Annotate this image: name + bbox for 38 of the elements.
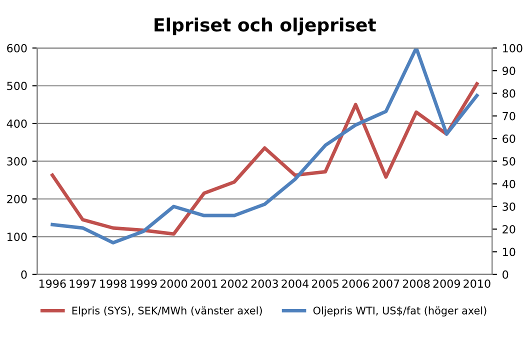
y2-tick-label: 70 (502, 112, 516, 120)
y-tick-label: 400 (6, 119, 27, 128)
y2-tick-label: 60 (502, 134, 516, 143)
legend-label: Oljepris WTI, US$/fat (höger axel) (313, 306, 486, 316)
y-tick-label: 600 (7, 44, 27, 52)
x-tick-label: 2009 (433, 279, 460, 288)
x-tick-label: 2005 (312, 279, 338, 288)
x-tick-label: 2001 (190, 279, 218, 288)
y2-tick-label: 20 (502, 225, 516, 234)
line-series (50, 82, 479, 236)
y-tick-label: 0 (21, 270, 27, 279)
x-tick-label: 1996 (39, 279, 66, 288)
y-tick-label: 500 (7, 82, 27, 90)
y2-tick-label: 80 (502, 89, 516, 98)
x-tick-label: 1997 (70, 279, 96, 288)
x-tick-label: 2008 (402, 279, 430, 288)
line-series (50, 48, 479, 244)
y-tick-label: 200 (7, 194, 27, 204)
x-tick-label: 2004 (282, 279, 309, 288)
y2-tick-label: 30 (502, 202, 516, 211)
x-tick-label: 2006 (342, 279, 370, 288)
chart-title: Elpriset och oljepriset (154, 18, 376, 36)
x-tick-label: 2007 (372, 279, 400, 288)
x-tick-label: 1999 (130, 279, 157, 288)
x-tick-label: 2010 (464, 279, 490, 288)
y2-tick-label: 90 (502, 66, 516, 76)
y2-tick-label: 0 (502, 270, 508, 279)
x-tick-label: 2000 (160, 279, 188, 288)
y2-tick-label: 50 (502, 157, 516, 166)
y-tick-label: 100 (8, 232, 27, 242)
legend-label: Elpris (SYS), SEK/MWh (vänster axel) (72, 306, 262, 316)
y-tick-label: 300 (7, 157, 27, 166)
y2-tick-label: 40 (502, 180, 516, 188)
y2-tick-label: 10 (503, 248, 516, 256)
x-tick-label: 1998 (100, 279, 126, 288)
y2-tick-label: 100 (503, 44, 522, 52)
x-tick-label: 2002 (221, 279, 248, 288)
x-tick-label: 2003 (251, 279, 278, 288)
